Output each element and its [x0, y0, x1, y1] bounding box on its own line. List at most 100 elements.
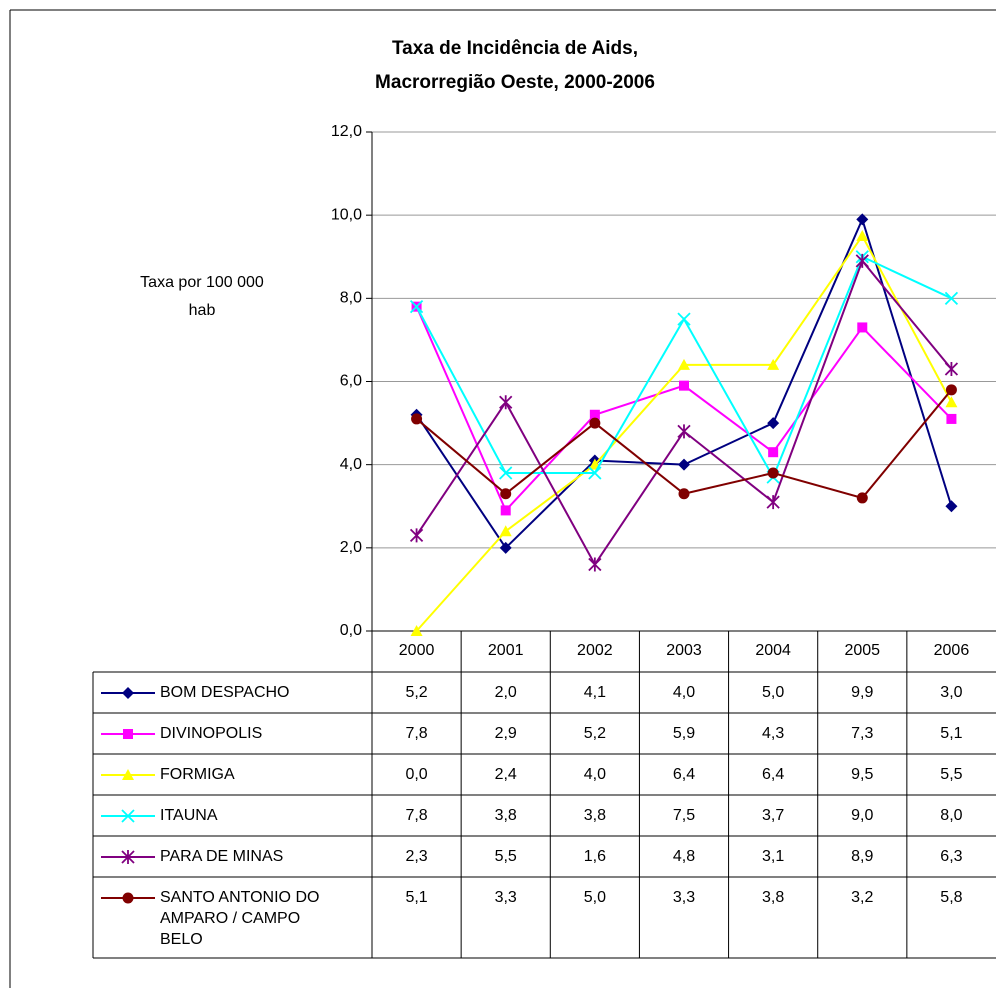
value-label: 4,3 [762, 725, 784, 742]
value-label: 2,3 [405, 848, 427, 865]
value-label: 8,0 [940, 807, 962, 824]
series [409, 253, 959, 572]
value-label: 5,2 [584, 725, 606, 742]
legend-label: SANTO ANTONIO DO AMPARO / CAMPO BELO [160, 889, 319, 948]
value-label: 3,2 [851, 889, 873, 906]
marker [856, 229, 869, 241]
value-label: 9,0 [851, 807, 873, 824]
marker [856, 492, 868, 504]
chart-title: Macrorregião Oeste, 2000-2006 [375, 72, 655, 93]
value-label: 3,8 [762, 889, 784, 906]
series [410, 213, 958, 554]
value-label: 5,5 [495, 848, 517, 865]
value-label: 5,1 [405, 889, 427, 906]
marker [588, 466, 602, 480]
legend-label: FORMIGA [160, 766, 235, 783]
value-label: 3,0 [940, 684, 962, 701]
marker [410, 625, 423, 636]
marker [677, 424, 691, 439]
marker [499, 466, 513, 480]
marker [409, 528, 424, 543]
legend-marker [122, 892, 134, 904]
value-label: 4,0 [673, 684, 695, 701]
legend-marker [123, 729, 133, 739]
value-label: 4,0 [584, 766, 606, 783]
y-tick-label: 0,0 [340, 622, 362, 639]
value-label: 7,8 [405, 807, 427, 824]
value-label: 5,5 [940, 766, 962, 783]
marker [500, 488, 512, 500]
x-tick-label: 2006 [934, 642, 970, 659]
marker [945, 384, 957, 396]
value-label: 6,4 [762, 766, 784, 783]
value-label: 6,3 [940, 848, 962, 865]
marker [589, 409, 600, 420]
value-label: 6,4 [673, 766, 695, 783]
x-tick-label: 2000 [399, 642, 435, 659]
y-tick-label: 4,0 [340, 456, 362, 473]
marker [856, 213, 869, 226]
marker [499, 541, 512, 554]
value-label: 7,3 [851, 725, 873, 742]
marker [499, 525, 512, 537]
y-axis-label: hab [189, 302, 216, 319]
x-tick-label: 2001 [488, 642, 524, 659]
value-label: 2,0 [495, 684, 517, 701]
y-tick-label: 12,0 [331, 123, 362, 140]
value-label: 2,9 [495, 725, 517, 742]
value-label: 2,4 [495, 766, 517, 783]
series-line [415, 258, 953, 567]
value-label: 8,9 [851, 848, 873, 865]
series-line [415, 306, 953, 513]
marker [945, 396, 958, 408]
value-label: 4,8 [673, 848, 695, 865]
marker [500, 505, 511, 516]
x-tick-label: 2003 [666, 642, 702, 659]
y-tick-label: 8,0 [340, 290, 362, 307]
value-label: 3,3 [495, 889, 517, 906]
y-tick-label: 2,0 [340, 539, 362, 556]
series [410, 229, 958, 636]
value-label: 5,1 [940, 725, 962, 742]
y-tick-label: 10,0 [331, 206, 362, 223]
legend-label: ITAUNA [160, 807, 218, 824]
marker [411, 413, 423, 425]
y-tick-label: 6,0 [340, 373, 362, 390]
x-tick-label: 2004 [755, 642, 791, 659]
marker [944, 291, 959, 305]
marker [409, 300, 424, 314]
y-axis-label: Taxa por 100 000 [140, 274, 264, 291]
marker [677, 312, 691, 326]
marker [678, 358, 690, 370]
marker [767, 467, 779, 479]
marker [945, 500, 958, 513]
value-label: 5,2 [405, 684, 427, 701]
value-label: 7,5 [673, 807, 695, 824]
marker [678, 458, 690, 471]
x-tick-label: 2005 [844, 642, 880, 659]
marker [855, 253, 869, 268]
marker [857, 322, 868, 333]
marker [679, 380, 689, 391]
legend-label: BOM DESPACHO [160, 684, 290, 701]
legend-label: DIVINOPOLIS [160, 725, 262, 742]
value-label: 7,8 [405, 725, 427, 742]
series [411, 384, 957, 504]
series-line [415, 389, 953, 500]
marker [944, 362, 959, 377]
marker [499, 395, 513, 410]
value-label: 3,8 [495, 807, 517, 824]
value-label: 4,1 [584, 684, 606, 701]
marker [768, 447, 779, 458]
value-label: 5,0 [584, 889, 606, 906]
legend-marker [121, 809, 135, 823]
marker [588, 557, 602, 572]
chart-title: Taxa de Incidência de Aids, [392, 38, 638, 59]
legend-marker [122, 687, 134, 699]
value-label: 9,9 [851, 684, 873, 701]
value-label: 1,6 [584, 848, 606, 865]
marker [766, 495, 780, 510]
value-label: 3,7 [762, 807, 784, 824]
